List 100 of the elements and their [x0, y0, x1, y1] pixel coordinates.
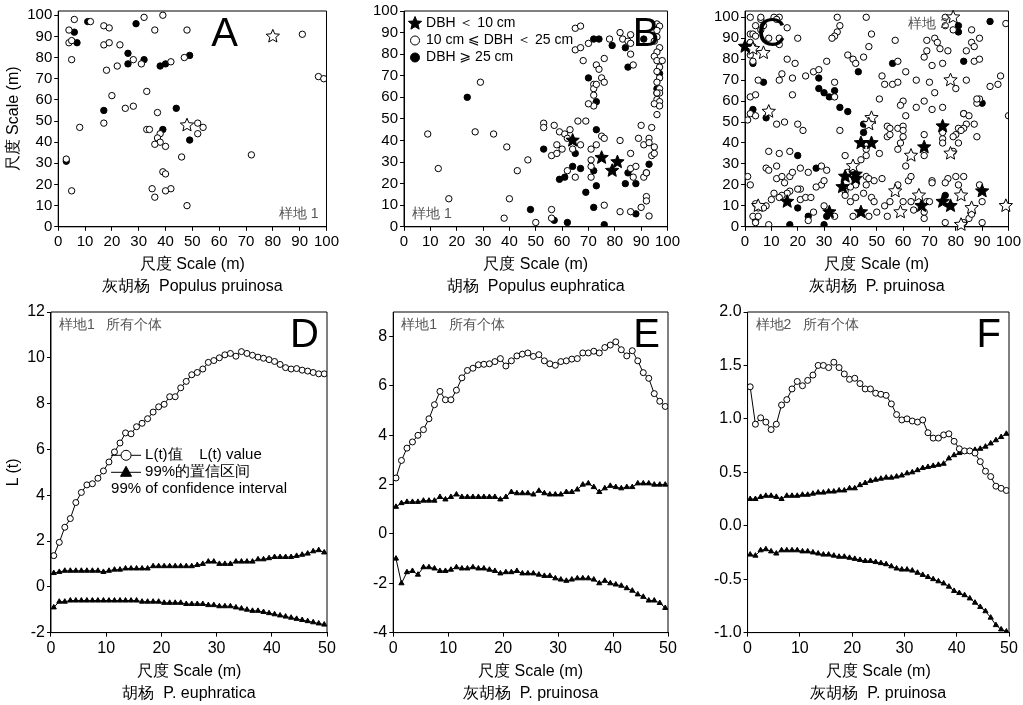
y-tick-label: 4: [36, 485, 46, 503]
x-tick-label: 10: [439, 638, 458, 656]
chart-title: A: [211, 10, 239, 55]
annotation: 样地 1: [278, 204, 319, 221]
y-tick-label: 50: [35, 111, 53, 129]
x-tick-label: 50: [184, 231, 201, 249]
x-tick-label: 0: [743, 638, 753, 656]
y-tick-label: 4: [378, 425, 388, 443]
y-tick-label: 10: [27, 348, 46, 366]
x-tick-label: 50: [1000, 638, 1018, 656]
x-tick-label: 40: [842, 231, 859, 249]
y-tick-label: 8: [378, 327, 388, 345]
y-tick-label: 10: [722, 195, 740, 213]
x-tick-label: 50: [659, 638, 677, 656]
y-tick-label: 60: [381, 87, 399, 105]
y-tick-label: 70: [35, 68, 53, 86]
y-tick-label: 0: [43, 216, 53, 234]
x-tick-label: 30: [474, 231, 492, 249]
y-tick-label: 50: [722, 112, 740, 130]
legend-label: L(t)值 L(t) value: [145, 445, 262, 463]
x-tick-label: 20: [843, 638, 862, 656]
x-tick-label: 70: [580, 231, 597, 249]
x-tick-label: 70: [921, 231, 938, 249]
y-tick-label: 6: [378, 376, 388, 394]
x-axis-title: 尺度 Scale (m): [824, 254, 930, 272]
y-tick-label: 0.5: [719, 462, 742, 480]
x-tick-label: 30: [549, 638, 568, 656]
x-tick-label: 30: [815, 231, 833, 249]
annotation: 样地1 所有个体: [59, 315, 163, 332]
legend-label: 99%的置信区间 99% of confidence interval: [111, 462, 288, 497]
annotation: 样地2 所有个体: [755, 315, 860, 332]
x-tick-label: 40: [501, 231, 518, 249]
y-tick-label: 1.5: [719, 355, 742, 373]
y-tick-label: 0.0: [719, 516, 742, 534]
x-tick-label: 40: [262, 638, 281, 656]
y-tick-label: -2: [372, 573, 388, 591]
x-tick-label: 60: [210, 231, 228, 249]
y-tick-label: -1.0: [713, 623, 742, 641]
y-tick-label: 70: [381, 65, 399, 83]
text: 胡杨 Populus euphratica: [446, 277, 625, 295]
x-tick-label: 10: [422, 231, 439, 249]
y-tick-label: 100: [714, 7, 740, 25]
x-tick-label: 80: [606, 231, 624, 249]
y-tick-label: -2: [30, 623, 46, 641]
y-tick-label: 6: [36, 439, 46, 457]
x-tick-label: 30: [130, 231, 148, 249]
x-tick-label: 90: [632, 231, 650, 249]
y-tick-label: 20: [722, 175, 740, 193]
y-tick-label: 8: [36, 394, 46, 412]
legend-label: DBH ＜ 10 cm: [426, 14, 516, 31]
x-tick-label: 60: [894, 231, 912, 249]
y-tick-label: 80: [722, 49, 740, 67]
x-tick-label: 50: [318, 638, 336, 656]
x-axis-title: 尺度 Scale (m): [139, 254, 245, 272]
y-tick-label: 80: [381, 44, 399, 62]
x-tick-label: 10: [76, 231, 94, 249]
x-tick-label: 20: [789, 231, 807, 249]
x-tick-label: 50: [868, 231, 886, 249]
y-tick-label: 10: [381, 195, 399, 213]
x-tick-label: 20: [103, 231, 121, 249]
y-tick-label: 50: [381, 109, 399, 127]
y-tick-label: 10: [35, 195, 53, 213]
x-tick-label: 80: [947, 231, 965, 249]
y-tick-label: 0: [730, 216, 740, 234]
y-tick-label: 30: [722, 154, 740, 172]
x-axis-title: 尺度 Scale (m): [478, 661, 584, 679]
annotation: 样地1 所有个体: [401, 315, 505, 332]
x-tick-label: 70: [237, 231, 255, 249]
y-tick-label: 70: [722, 70, 740, 88]
chart-title: E: [633, 311, 661, 356]
x-tick-label: 90: [291, 231, 308, 249]
y-tick-label: 40: [35, 132, 53, 150]
legend-label: DBH ⩾ 25 cm: [426, 48, 514, 65]
y-tick-label: -4: [372, 623, 388, 641]
y-tick-label: 20: [381, 173, 399, 191]
x-tick-label: 10: [790, 638, 809, 656]
y-tick-label: 30: [381, 152, 399, 170]
x-axis-title: 尺度 Scale (m): [136, 661, 242, 679]
x-axis-title: 尺度 Scale (m): [825, 661, 931, 679]
y-tick-label: 60: [35, 90, 53, 107]
y-axis-title: L (t): [4, 458, 22, 487]
x-tick-label: 40: [947, 638, 966, 656]
text: 灰胡杨 P. pruinosa: [810, 684, 947, 702]
y-tick-label: 12: [27, 302, 46, 320]
y-tick-label: 100: [27, 5, 53, 23]
y-tick-label: 30: [35, 153, 53, 171]
x-tick-label: 30: [895, 638, 914, 656]
x-axis-title: 尺度 Scale (m): [483, 254, 589, 272]
chart-title: D: [290, 311, 319, 356]
y-axis-title: 尺度 Scale (m): [4, 66, 22, 172]
x-tick-label: 90: [973, 231, 991, 249]
x-tick-label: 30: [207, 638, 226, 656]
x-tick-label: 60: [553, 231, 571, 249]
x-tick-label: 100: [995, 231, 1021, 249]
y-tick-label: 20: [35, 174, 53, 192]
y-tick-label: 1.0: [719, 409, 742, 427]
x-tick-label: 10: [97, 638, 116, 656]
y-tick-label: 0: [389, 216, 399, 234]
x-tick-label: 80: [264, 231, 282, 249]
y-tick-label: 40: [381, 130, 399, 148]
